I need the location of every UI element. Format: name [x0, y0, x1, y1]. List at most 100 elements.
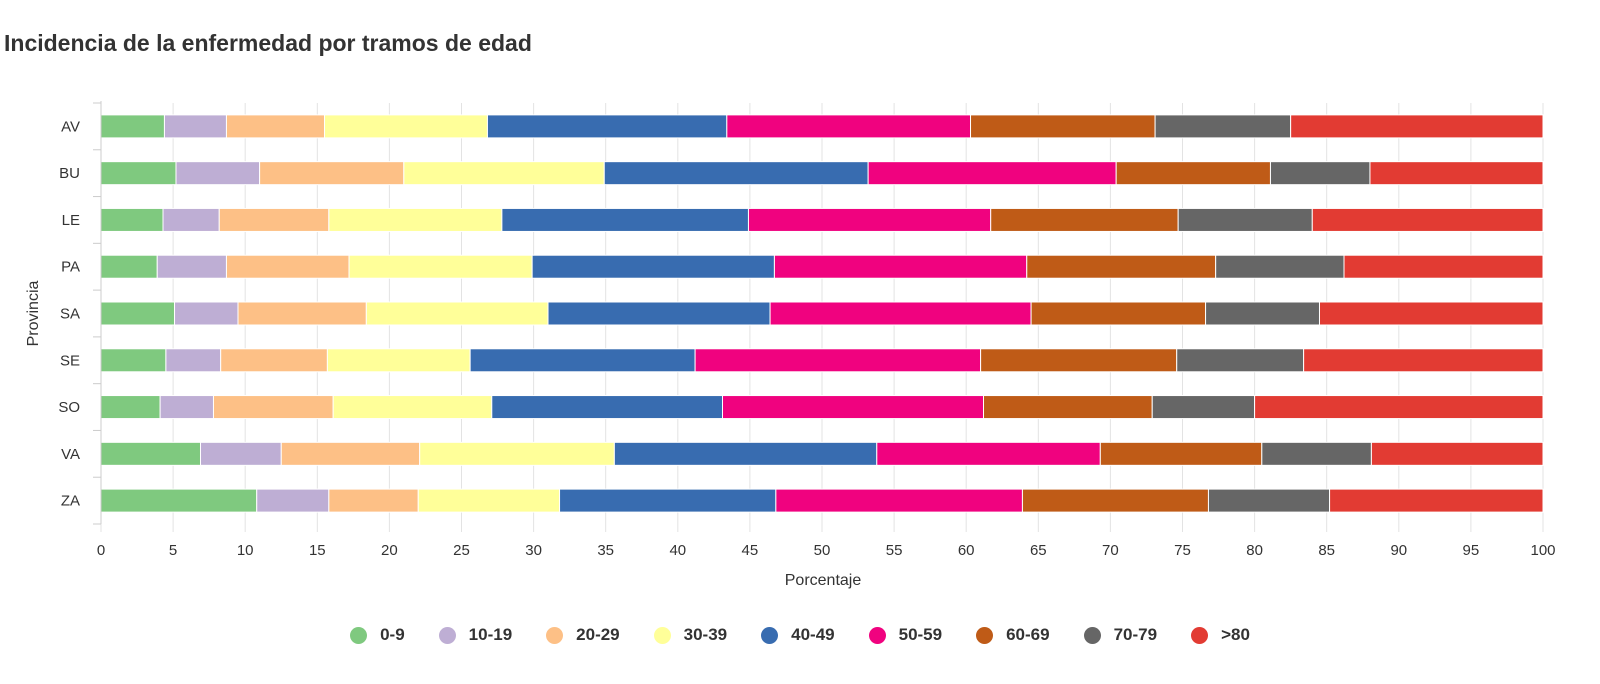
bar-segment — [162, 207, 220, 232]
bar-segment — [1303, 348, 1544, 373]
legend-item[interactable]: 0-9 — [350, 625, 405, 645]
legend-marker — [761, 626, 779, 644]
x-tick-label: 25 — [453, 542, 470, 559]
legend-marker — [350, 626, 368, 644]
bar-segment — [100, 441, 201, 466]
bar-segment — [225, 254, 350, 279]
y-axis-title: Provincia — [25, 281, 42, 347]
y-tick-label: LE — [62, 212, 80, 229]
x-tick-label: 75 — [1174, 542, 1191, 559]
x-tick-label: 40 — [669, 542, 686, 559]
x-tick-label: 70 — [1102, 542, 1119, 559]
x-tick-label: 60 — [958, 542, 975, 559]
x-tick-label: 90 — [1390, 542, 1407, 559]
legend-item[interactable]: 70-79 — [1083, 625, 1158, 645]
x-tick-label: 30 — [525, 542, 542, 559]
bar-segment — [1151, 395, 1256, 420]
bar-segment — [212, 395, 334, 420]
bar-segment — [100, 301, 176, 326]
bar-segment — [100, 161, 177, 186]
legend-marker — [1191, 626, 1209, 644]
legend-item[interactable]: 60-69 — [976, 625, 1050, 645]
x-tick-label: 55 — [886, 542, 903, 559]
bar-segment — [1318, 301, 1544, 326]
bar-segment — [775, 488, 1023, 513]
legend-item[interactable]: 50-59 — [868, 625, 942, 645]
bar-segment — [1099, 441, 1263, 466]
bar-segment — [722, 395, 985, 420]
x-tick-label: 5 — [169, 542, 177, 559]
bar-segment — [773, 254, 1028, 279]
bar-segment — [326, 348, 471, 373]
bar-segment — [256, 488, 330, 513]
legend-marker — [868, 626, 886, 644]
bar-segment — [163, 114, 227, 139]
legend-marker — [1083, 626, 1101, 644]
bar-segment — [403, 161, 605, 186]
legend-item[interactable]: 20-29 — [546, 625, 620, 645]
bar-segment — [491, 395, 724, 420]
chart-title: Incidencia de la enfermedad por tramos d… — [4, 30, 532, 56]
legend-item[interactable]: 30-39 — [653, 625, 728, 645]
bar-segment — [769, 301, 1032, 326]
y-tick-label: SO — [58, 399, 80, 416]
bar-segment — [1290, 114, 1544, 139]
bar-segment — [983, 395, 1153, 420]
bar-segment — [876, 441, 1101, 466]
y-tick-label: PA — [61, 259, 80, 276]
legend-item[interactable]: >80 — [1191, 625, 1250, 645]
legend-item[interactable]: 40-49 — [761, 625, 835, 645]
bar-segment — [1115, 161, 1271, 186]
bar-segment — [199, 441, 282, 466]
bar-segment — [486, 114, 728, 139]
bar-segment — [100, 114, 165, 139]
legend-label: 70-79 — [1113, 625, 1158, 644]
x-tick-label: 100 — [1530, 542, 1555, 559]
x-tick-label: 80 — [1246, 542, 1263, 559]
bar-segment — [1369, 161, 1544, 186]
bar-segment — [970, 114, 1156, 139]
bar-segment — [156, 254, 227, 279]
bar-segment — [1329, 488, 1544, 513]
x-tick-label: 85 — [1318, 542, 1335, 559]
legend-label: 30-39 — [683, 625, 728, 644]
bar-segment — [237, 301, 367, 326]
y-tick-label: AV — [61, 118, 80, 135]
bar-segment — [417, 488, 561, 513]
legend-item[interactable]: 10-19 — [438, 625, 512, 645]
bar-segment — [324, 114, 488, 139]
y-tick-label: SA — [60, 306, 80, 323]
bar-segment — [726, 114, 972, 139]
bar-series — [100, 114, 1544, 513]
y-tick-label: SE — [60, 352, 80, 369]
bar-segment — [747, 207, 992, 232]
bar-segment — [1311, 207, 1544, 232]
legend-marker — [438, 626, 456, 644]
x-tick-label: 10 — [237, 542, 254, 559]
bar-segment — [1154, 114, 1292, 139]
bar-segment — [100, 207, 164, 232]
bar-segment — [332, 395, 493, 420]
legend-label: 0-9 — [380, 625, 405, 644]
bar-segment — [603, 161, 869, 186]
bar-segment — [175, 161, 261, 186]
chart-legend: 0-9 10-19 20-29 30-39 40-49 50-59 60-69 70-79 >8… — [0, 620, 1600, 650]
bar-segment — [1215, 254, 1345, 279]
bar-segment — [100, 254, 158, 279]
bar-segment — [100, 488, 258, 513]
bar-segment — [1021, 488, 1209, 513]
x-tick-label: 15 — [309, 542, 326, 559]
x-tick-label: 95 — [1463, 542, 1480, 559]
x-tick-label: 0 — [97, 542, 105, 559]
bar-segment — [990, 207, 1179, 232]
bar-segment — [419, 441, 615, 466]
legend-marker — [546, 626, 564, 644]
bar-segment — [980, 348, 1178, 373]
bar-segment — [259, 161, 405, 186]
x-axis-title: Porcentaje — [785, 572, 862, 589]
legend-label: 60-69 — [1006, 625, 1050, 644]
bar-segment — [174, 301, 239, 326]
bar-segment — [328, 207, 503, 232]
bar-segment — [547, 301, 771, 326]
bar-segment — [218, 207, 330, 232]
